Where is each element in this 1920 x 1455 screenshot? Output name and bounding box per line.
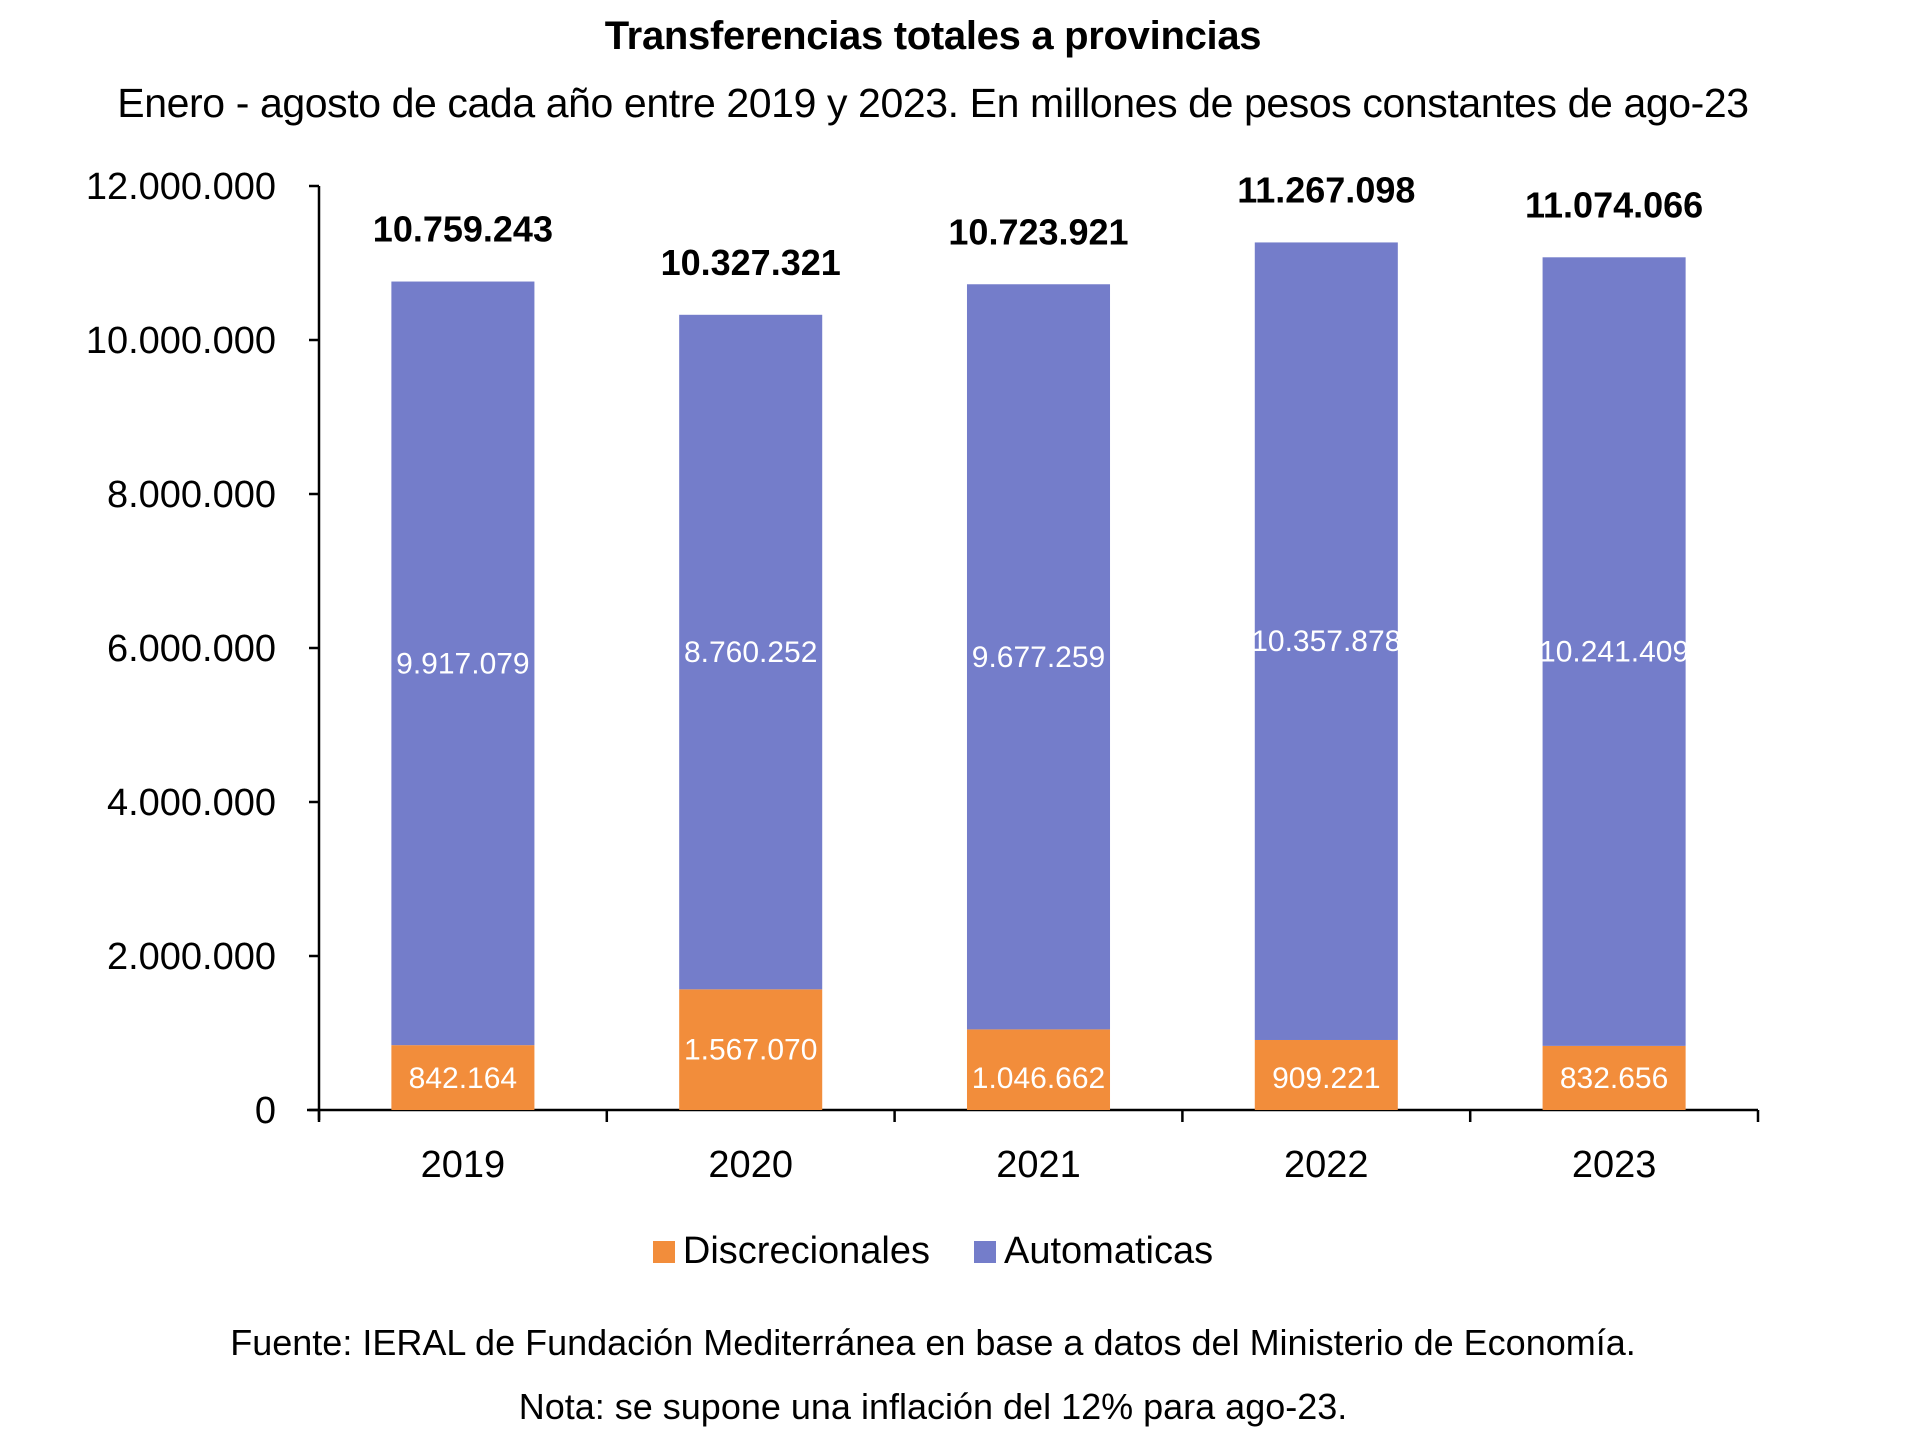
segment-value-label: 10.357.878 (1251, 625, 1401, 658)
x-tick-label: 2019 (421, 1144, 506, 1186)
x-tick-label: 2021 (996, 1144, 1081, 1186)
total-value-label: 11.267.098 (1237, 169, 1415, 210)
bars (391, 242, 1686, 1110)
total-value-label: 10.327.321 (661, 242, 841, 283)
bar-automaticas-2022 (1254, 242, 1398, 1040)
y-tick-label: 12.000.000 (86, 166, 276, 208)
segment-value-label: 10.241.409 (1539, 636, 1689, 669)
total-value-label: 10.759.243 (373, 209, 553, 250)
bar-discrecionales-2020 (679, 989, 823, 1110)
inflation-note: Nota: se supone una inflación del 12% pa… (518, 1386, 1348, 1427)
bar-discrecionales-2023 (1542, 1045, 1686, 1110)
data-labels: 842.164 9.917.079 10.759.243 1.567.070 8.760… (373, 169, 1703, 1095)
total-value-label: 10.723.921 (948, 211, 1128, 252)
x-tick-label: 2022 (1284, 1144, 1369, 1186)
segment-value-label: 1.567.070 (684, 1034, 817, 1067)
y-tick-label: 8.000.000 (107, 474, 276, 516)
legend-item-discrecionales[interactable]: Discrecionales (652, 1230, 930, 1273)
x-tick-label: 2020 (708, 1144, 793, 1186)
x-axis: 2019 2020 2021 2022 2023 (307, 1108, 1760, 1186)
segment-value-label: 909.221 (1272, 1062, 1380, 1095)
segment-value-label: 842.164 (409, 1062, 517, 1095)
y-tick-label: 2.000.000 (107, 936, 276, 978)
x-tick-label: 2023 (1572, 1144, 1657, 1186)
segment-value-label: 1.046.662 (972, 1062, 1105, 1095)
segment-value-label: 9.677.259 (972, 641, 1105, 674)
segment-value-label: 832.656 (1560, 1062, 1668, 1095)
legend-label: Automaticas (1004, 1230, 1214, 1272)
legend-label: Discrecionales (682, 1230, 930, 1272)
bar-automaticas-2019 (391, 281, 535, 1046)
chart-subtitle: Enero - agosto de cada año entre 2019 y … (117, 80, 1749, 126)
y-tick-label: 10.000.000 (86, 320, 276, 362)
legend-item-automaticas[interactable]: Automaticas (974, 1230, 1213, 1273)
legend-swatch-automaticas (974, 1240, 996, 1263)
segment-value-label: 9.917.079 (396, 647, 529, 680)
bar-discrecionales-2021 (966, 1029, 1111, 1110)
y-tick-label: 4.000.000 (107, 782, 276, 824)
source-note: Fuente: IERAL de Fundación Mediterránea … (230, 1322, 1636, 1363)
y-tick-label: 0 (255, 1090, 276, 1132)
bar-automaticas-2020 (679, 314, 823, 990)
segment-value-label: 8.760.252 (684, 636, 817, 669)
bar-discrecionales-2022 (1254, 1039, 1398, 1110)
y-axis: 0 2.000.000 4.000.000 6.000.000 8.000.000 10.… (86, 166, 321, 1132)
total-value-label: 11.074.066 (1525, 184, 1703, 225)
bar-automaticas-2023 (1542, 257, 1686, 1046)
bar-discrecionales-2019 (391, 1045, 535, 1110)
bar-automaticas-2021 (966, 284, 1111, 1030)
y-tick-label: 6.000.000 (107, 628, 276, 670)
legend-swatch-discrecionales (652, 1240, 675, 1263)
legend: Discrecionales Automaticas (0, 1230, 1866, 1273)
chart-title: Transferencias totales a provincias (604, 14, 1262, 58)
